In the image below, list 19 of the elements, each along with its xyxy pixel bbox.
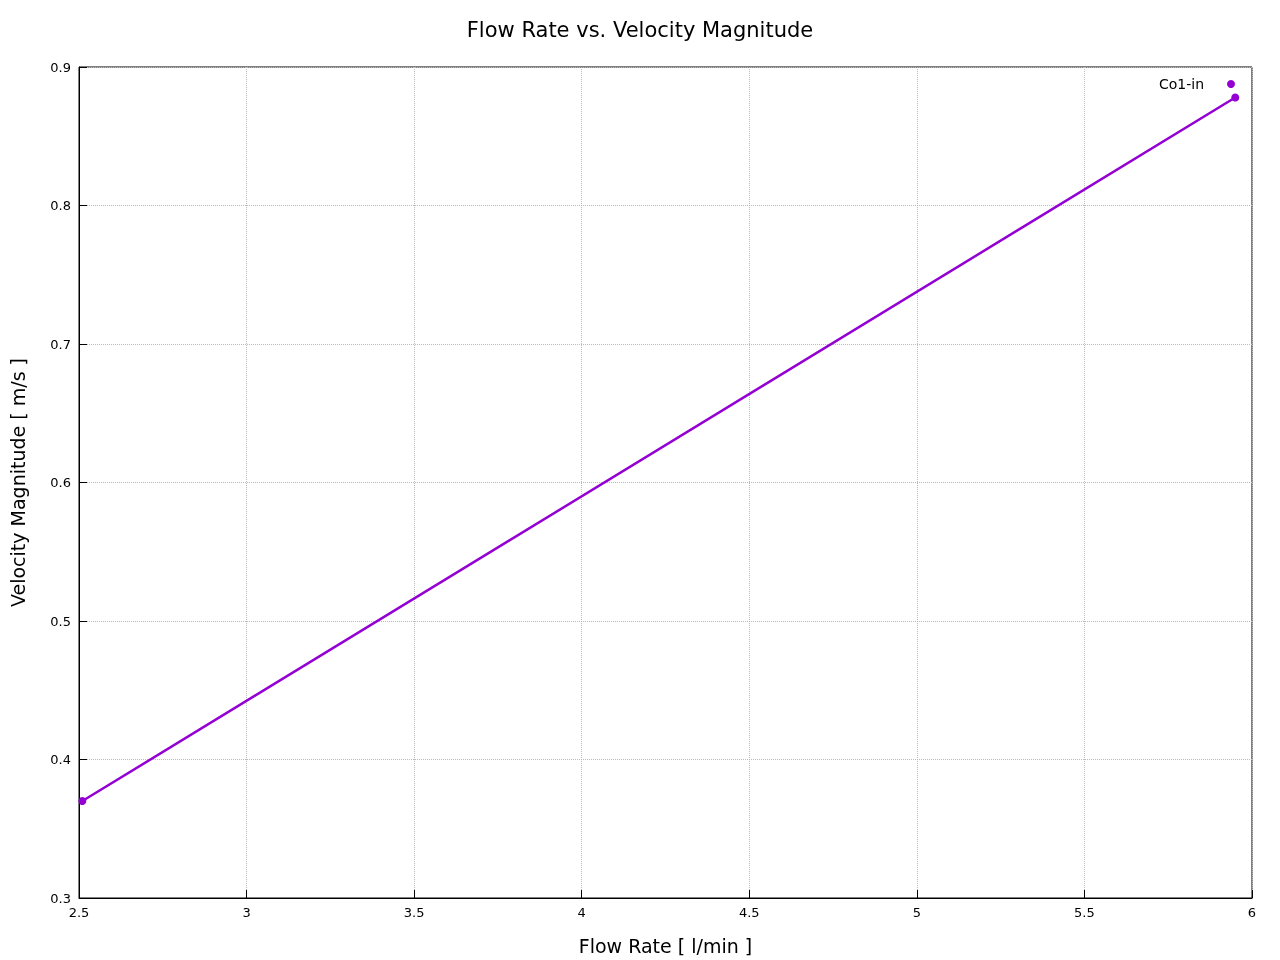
y-tick-label: 0.8 [50,198,71,213]
x-tick-label: 4.5 [738,905,760,920]
x-tick-label: 4 [577,905,586,920]
x-tick-label: 5 [912,905,921,920]
y-tick-label: 0.6 [50,475,71,490]
legend-label: Co1-in [1158,76,1204,92]
x-tick-label: 5.5 [1074,905,1095,920]
y-tick-label: 0.9 [50,59,71,75]
x-axis-title: Flow Rate [ l/min ] [578,934,753,957]
y-tick-label: 0.3 [50,890,71,906]
chart-title: Flow Rate vs. Velocity Magnitude [466,17,814,42]
y-tick-label: 0.4 [50,752,71,767]
x-tick-label: 6 [1247,905,1257,920]
x-tick-label: 3.5 [403,905,425,920]
y-tick-label: 0.7 [50,336,71,352]
y-axis-title: Velocity Magnitude [ m/s ] [6,358,29,607]
x-tick-label: 3 [242,905,251,920]
x-tick-label: 2.5 [68,905,90,920]
y-tick-label: 0.5 [50,613,71,629]
